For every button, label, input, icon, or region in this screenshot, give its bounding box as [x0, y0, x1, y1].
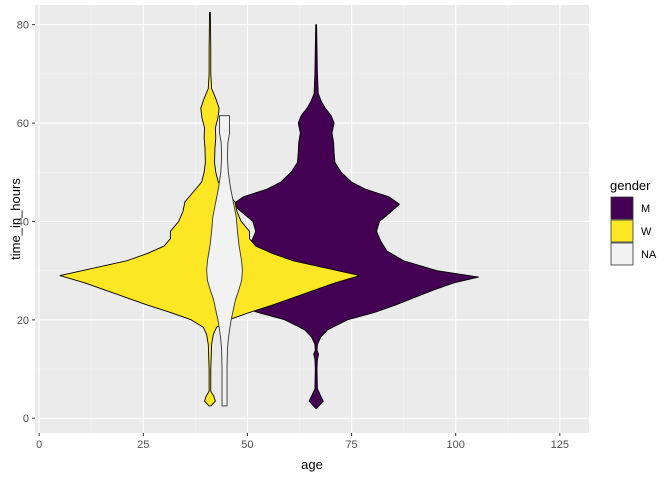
legend-key-na — [610, 242, 634, 266]
y-axis-title: time_in_hours — [8, 178, 23, 260]
x-tick-label: 50 — [241, 439, 253, 451]
major-gridlines — [35, 5, 589, 433]
y-tick-label: 60 — [17, 118, 29, 130]
legend-label-m: M — [641, 203, 650, 215]
y-tick-label: 80 — [17, 20, 29, 32]
legend-key-w — [610, 219, 634, 243]
x-tick-label: 75 — [345, 439, 357, 451]
y-tick-label: 20 — [17, 315, 29, 327]
x-axis-ticks: 0 25 50 75 100 125 — [36, 433, 569, 451]
y-axis-ticks: 0 20 40 60 80 — [17, 20, 35, 425]
legend-label-na: NA — [641, 249, 657, 261]
violin-na — [206, 115, 243, 407]
y-tick-label: 40 — [17, 216, 29, 228]
y-tick-label: 0 — [23, 413, 29, 425]
legend-key-m — [610, 196, 634, 220]
x-tick-label: 0 — [36, 439, 42, 451]
violins — [59, 11, 480, 409]
x-tick-label: 100 — [447, 439, 465, 451]
violin-w — [59, 11, 361, 407]
legend-label-w: W — [641, 226, 652, 238]
x-tick-label: 25 — [137, 439, 149, 451]
x-axis-title: age — [301, 457, 323, 472]
legend-title: gender — [610, 178, 651, 193]
x-tick-label: 125 — [551, 439, 569, 451]
legend: gender MW NA — [610, 178, 657, 266]
